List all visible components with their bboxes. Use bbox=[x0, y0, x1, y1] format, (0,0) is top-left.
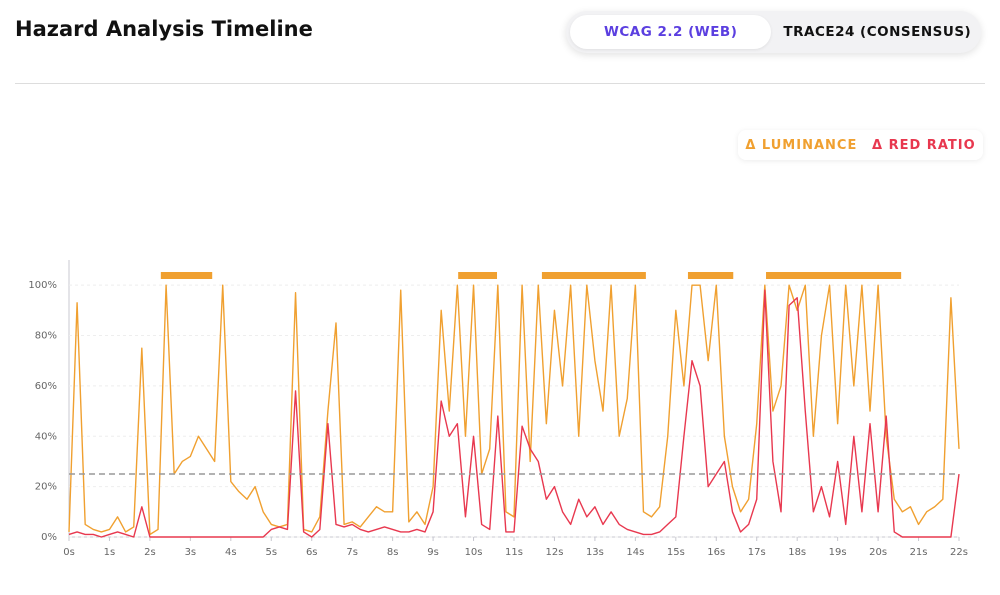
x-tick-label: 3s bbox=[185, 547, 197, 558]
x-tick-label: 17s bbox=[748, 547, 766, 558]
flagged-interval bbox=[766, 272, 902, 279]
flagged-interval bbox=[160, 272, 213, 279]
series-line bbox=[68, 284, 960, 536]
x-tick-label: 16s bbox=[707, 547, 725, 558]
page-title: Hazard Analysis Timeline bbox=[15, 17, 313, 41]
x-tick-label: 6s bbox=[306, 547, 318, 558]
x-tick-label: 15s bbox=[667, 547, 685, 558]
x-tick-label: 9s bbox=[427, 547, 439, 558]
divider bbox=[15, 83, 985, 84]
y-tick-label: 60% bbox=[35, 381, 57, 392]
y-tick-label: 20% bbox=[35, 482, 57, 493]
x-tick-label: 1s bbox=[104, 547, 116, 558]
x-tick-label: 8s bbox=[387, 547, 399, 558]
x-tick-label: 13s bbox=[586, 547, 604, 558]
x-tick-label: 19s bbox=[829, 547, 847, 558]
series-line bbox=[68, 289, 960, 538]
flagged-interval bbox=[541, 272, 646, 279]
legend: Δ LUMINANCE Δ RED RATIO bbox=[738, 130, 983, 160]
legend-item: Δ RED RATIO bbox=[872, 137, 976, 153]
x-tick-label: 22s bbox=[950, 547, 968, 558]
tab[interactable]: TRACE24 (CONSENSUS) bbox=[783, 24, 972, 40]
x-tick-label: 14s bbox=[626, 547, 644, 558]
x-tick-label: 11s bbox=[505, 547, 523, 558]
y-tick-label: 0% bbox=[41, 532, 57, 543]
x-tick-label: 12s bbox=[545, 547, 563, 558]
flagged-interval bbox=[687, 272, 734, 279]
x-tick-label: 18s bbox=[788, 547, 806, 558]
legend-item: Δ LUMINANCE bbox=[745, 137, 858, 153]
y-tick-label: 100% bbox=[28, 280, 57, 291]
tab-group: WCAG 2.2 (WEB) TRACE24 (CONSENSUS) bbox=[566, 11, 981, 53]
x-tick-label: 2s bbox=[144, 547, 156, 558]
x-tick-label: 21s bbox=[910, 547, 928, 558]
tab[interactable]: WCAG 2.2 (WEB) bbox=[570, 15, 772, 49]
x-tick-label: 5s bbox=[265, 547, 277, 558]
y-tick-label: 40% bbox=[35, 431, 57, 442]
x-tick-label: 0s bbox=[63, 547, 75, 558]
x-tick-label: 7s bbox=[346, 547, 358, 558]
y-tick-label: 80% bbox=[35, 331, 57, 342]
x-tick-label: 10s bbox=[465, 547, 483, 558]
x-tick-label: 20s bbox=[869, 547, 887, 558]
flagged-interval bbox=[458, 272, 498, 279]
x-tick-label: 4s bbox=[225, 547, 237, 558]
